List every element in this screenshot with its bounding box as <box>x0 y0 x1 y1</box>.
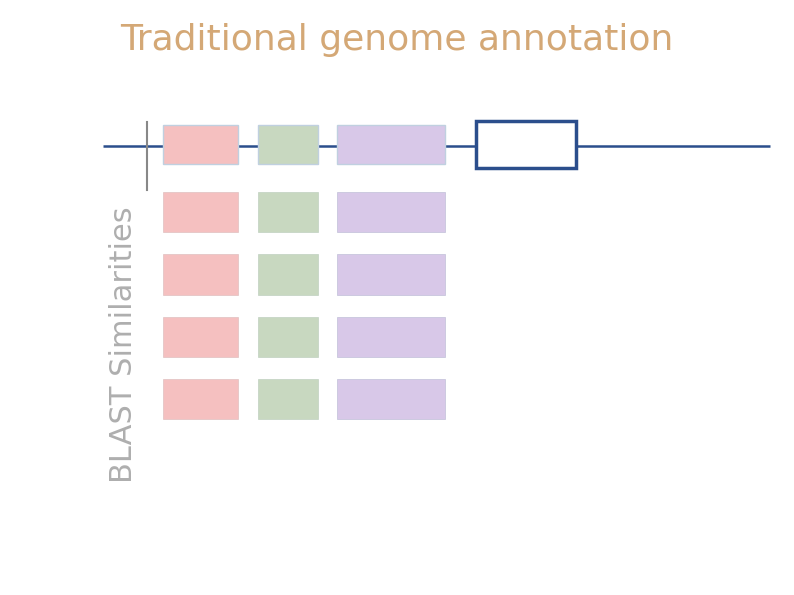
Text: BLAST Similarities: BLAST Similarities <box>109 207 137 483</box>
Bar <box>163 125 238 164</box>
Bar <box>163 192 238 232</box>
Bar <box>476 121 576 168</box>
Bar <box>258 379 318 419</box>
Bar <box>163 379 238 419</box>
Bar <box>337 254 445 295</box>
Text: Traditional genome annotation: Traditional genome annotation <box>121 23 673 57</box>
Bar <box>337 125 445 164</box>
Bar <box>163 254 238 295</box>
Bar <box>337 379 445 419</box>
Bar <box>337 192 445 232</box>
Bar <box>258 192 318 232</box>
Bar <box>258 317 318 357</box>
Bar <box>163 317 238 357</box>
Bar <box>337 317 445 357</box>
Bar <box>258 125 318 164</box>
Bar <box>258 254 318 295</box>
